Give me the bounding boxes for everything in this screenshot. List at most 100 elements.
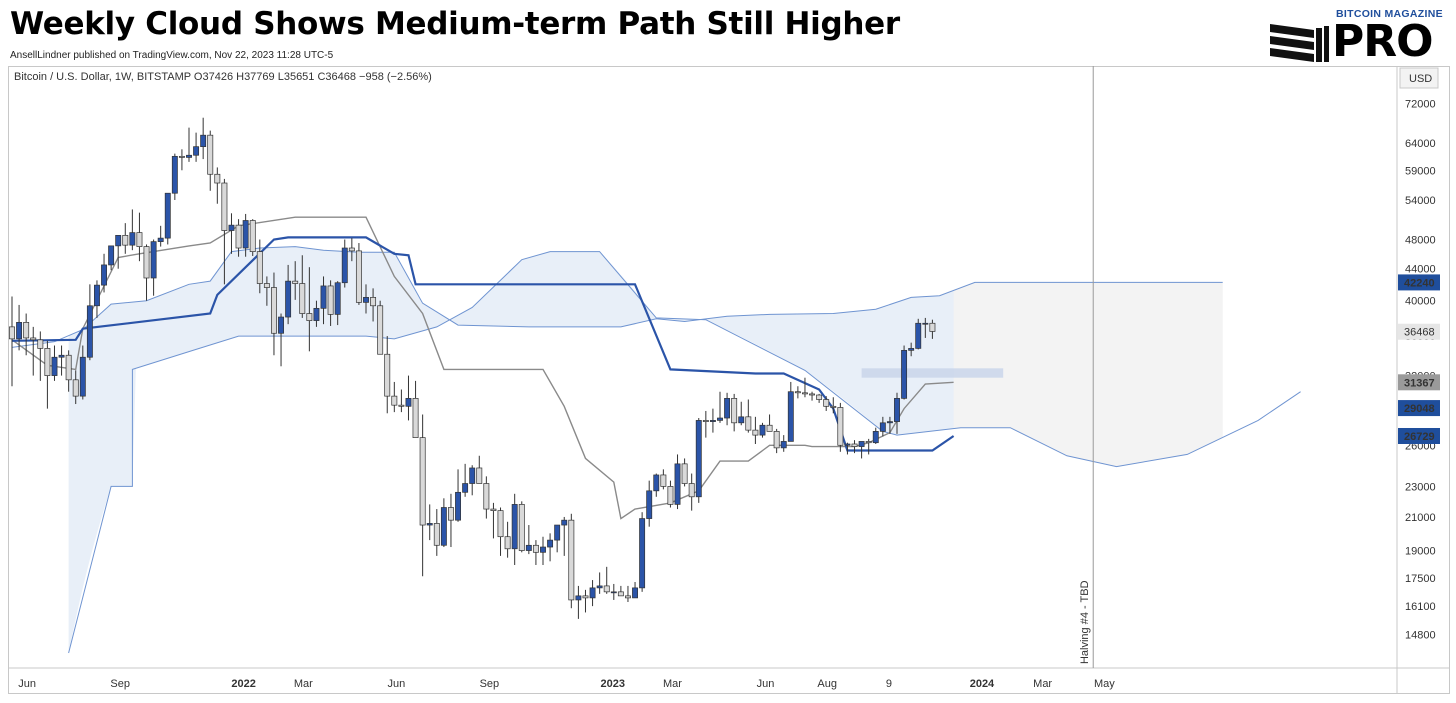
candle xyxy=(681,458,688,487)
candle xyxy=(709,408,716,433)
candle xyxy=(242,213,249,257)
candle-body xyxy=(101,264,107,286)
candle xyxy=(582,589,589,613)
x-tick-label: May xyxy=(1094,678,1115,690)
candle-body xyxy=(830,405,837,408)
candle xyxy=(759,422,766,438)
candle xyxy=(929,319,936,339)
candle-body xyxy=(483,483,490,510)
candle-body xyxy=(306,313,313,321)
candle xyxy=(525,525,532,555)
candle-body xyxy=(653,474,660,492)
price-label-box xyxy=(1398,323,1440,340)
candle xyxy=(72,370,79,405)
candle-body xyxy=(320,285,327,309)
candle-body xyxy=(823,399,830,407)
candle-body xyxy=(476,467,483,484)
candle-body xyxy=(122,234,129,246)
chart-frame xyxy=(8,66,1450,694)
candle xyxy=(30,326,37,376)
candle-body xyxy=(285,280,292,318)
candle xyxy=(249,219,256,256)
candle-body xyxy=(150,241,157,279)
candle xyxy=(554,524,561,553)
candle xyxy=(809,391,815,401)
candle-body xyxy=(115,234,122,247)
candle xyxy=(483,476,490,519)
candle-body xyxy=(58,354,65,358)
y-tick-label: 23000 xyxy=(1405,481,1436,493)
future-cloud xyxy=(953,282,1223,467)
candle xyxy=(540,536,546,565)
candle xyxy=(575,585,582,619)
candle xyxy=(724,392,731,426)
candle-body xyxy=(844,443,851,446)
candle-body xyxy=(490,508,497,511)
candle xyxy=(186,127,192,162)
candle-body xyxy=(37,339,44,349)
candle xyxy=(101,253,107,293)
candle xyxy=(568,513,575,609)
candle xyxy=(518,501,525,553)
candle xyxy=(653,473,660,497)
candle xyxy=(271,272,277,356)
candle xyxy=(44,340,51,409)
candle xyxy=(313,300,320,327)
candle-body xyxy=(455,491,461,521)
candle xyxy=(306,267,313,352)
candle xyxy=(426,504,433,541)
candle xyxy=(122,223,129,254)
candle-body xyxy=(497,510,504,538)
candle xyxy=(476,455,483,484)
candle xyxy=(469,465,476,496)
candle-body xyxy=(341,247,348,284)
candle-body xyxy=(674,463,681,505)
candle-body xyxy=(773,431,780,449)
candle xyxy=(504,521,511,558)
candle xyxy=(228,213,235,254)
candle xyxy=(879,416,886,437)
candle xyxy=(632,582,638,599)
resistance-zone xyxy=(861,368,1004,378)
candle xyxy=(823,396,830,411)
candle-body xyxy=(242,220,249,249)
price-label: 42240 xyxy=(1404,277,1435,289)
candle xyxy=(292,261,299,300)
candle xyxy=(610,583,617,600)
candle xyxy=(773,428,780,454)
candle xyxy=(802,377,808,398)
candle xyxy=(674,454,681,510)
candle xyxy=(58,345,65,376)
candle xyxy=(207,130,214,191)
candle-body xyxy=(469,467,476,484)
candle xyxy=(589,580,596,607)
candle-body xyxy=(922,322,929,325)
candle xyxy=(794,386,801,399)
candle-body xyxy=(908,348,915,351)
candle-body xyxy=(879,422,886,432)
candle xyxy=(851,440,858,454)
candle-body xyxy=(448,507,454,521)
candle-body xyxy=(355,250,362,303)
candle-body xyxy=(186,154,192,158)
candle-body xyxy=(929,322,936,332)
candle-body xyxy=(780,441,787,449)
price-label-box xyxy=(1398,400,1440,417)
price-label: 26729 xyxy=(1404,431,1435,443)
price-label: 31367 xyxy=(1404,377,1435,389)
candle-body xyxy=(596,585,603,589)
candle xyxy=(341,239,348,288)
candle-body xyxy=(299,283,306,314)
candle xyxy=(872,427,879,444)
candle-body xyxy=(313,307,320,321)
candle xyxy=(320,276,327,325)
candle xyxy=(9,296,15,387)
candle-body xyxy=(681,463,688,484)
publisher-subtitle: AnsellLindner published on TradingView.c… xyxy=(10,50,334,61)
candle-body xyxy=(837,407,844,446)
chart-title: Weekly Cloud Shows Medium-term Path Stil… xyxy=(10,6,900,42)
candle-body xyxy=(872,431,879,444)
candle xyxy=(844,442,851,455)
candle xyxy=(214,167,221,204)
